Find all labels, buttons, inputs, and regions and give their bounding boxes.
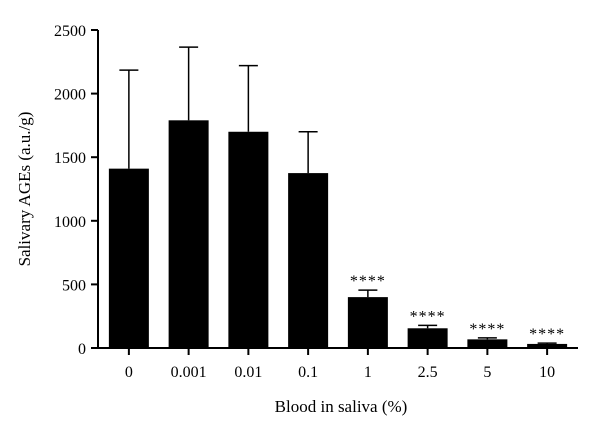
- x-axis-title: Blood in saliva (%): [275, 397, 408, 416]
- bar: [407, 328, 448, 348]
- significance-markers: **** **** **** ****: [350, 273, 565, 343]
- significance-label: ****: [469, 321, 505, 338]
- significance-label: ****: [350, 273, 386, 290]
- significance-label: ****: [410, 308, 446, 325]
- y-tick-label: 500: [62, 277, 86, 294]
- error-bars: [119, 46, 557, 344]
- bar: [527, 343, 568, 348]
- significance-label: ****: [529, 326, 565, 343]
- y-tick-label: 1500: [54, 150, 86, 167]
- x-tick-label: 5: [483, 364, 491, 381]
- x-tick-label: 1: [364, 364, 372, 381]
- y-axis-ticks: 0 500 1000 1500 2000 2500: [54, 23, 98, 358]
- x-tick-label: 0.001: [171, 364, 207, 381]
- y-tick-label: 0: [78, 341, 86, 358]
- x-tick-label: 0: [125, 364, 133, 381]
- y-tick-label: 2500: [54, 23, 86, 40]
- x-tick-label: 0.01: [234, 364, 262, 381]
- x-tick-label: 2.5: [418, 364, 438, 381]
- bar: [288, 173, 329, 348]
- x-tick-label: 10: [539, 364, 555, 381]
- bars: [108, 120, 568, 348]
- bar: [108, 168, 149, 348]
- y-axis-title: Salivary AGEs (a.u./g): [15, 112, 34, 267]
- x-axis-ticks: 0 0.001 0.01 0.1 1 2.5 5 10: [125, 348, 555, 381]
- bar: [228, 131, 269, 348]
- x-tick-label: 0.1: [298, 364, 318, 381]
- bar: [168, 120, 209, 348]
- bar: [467, 339, 508, 348]
- bar: [347, 297, 388, 348]
- y-tick-label: 2000: [54, 87, 86, 104]
- y-tick-label: 1000: [54, 214, 86, 231]
